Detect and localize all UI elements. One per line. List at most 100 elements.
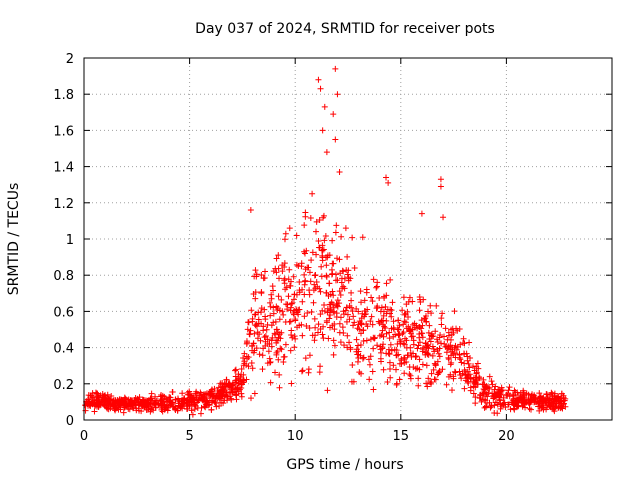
data-point <box>277 345 284 352</box>
data-point <box>458 375 465 382</box>
data-point <box>169 388 176 395</box>
data-point <box>306 352 313 359</box>
data-point <box>254 335 261 342</box>
data-point <box>108 393 115 400</box>
data-point <box>429 333 436 340</box>
data-point <box>345 267 352 274</box>
data-point <box>379 327 386 334</box>
data-point <box>350 322 357 329</box>
data-point <box>448 331 455 338</box>
data-point <box>287 283 294 290</box>
data-point <box>456 351 463 358</box>
data-point <box>320 323 327 330</box>
data-point <box>334 255 341 262</box>
y-axis-title: SRMTID / TECUs <box>6 183 22 296</box>
data-point <box>167 400 174 407</box>
data-point <box>479 381 486 388</box>
data-point <box>403 344 410 351</box>
data-point <box>430 345 437 352</box>
data-point <box>270 310 277 317</box>
data-point <box>245 354 252 361</box>
data-point <box>526 401 533 408</box>
data-point <box>186 402 193 409</box>
data-point <box>319 252 326 259</box>
data-point <box>502 404 509 411</box>
data-point <box>370 386 377 393</box>
data-point <box>280 311 287 318</box>
data-point <box>425 329 432 336</box>
y-tick-label: 0.8 <box>53 269 74 284</box>
data-point <box>281 263 288 270</box>
data-point <box>262 268 269 275</box>
data-point <box>401 354 408 361</box>
data-point <box>491 392 498 399</box>
data-point <box>449 387 456 394</box>
data-point <box>481 386 488 393</box>
data-point <box>350 313 357 320</box>
data-point <box>267 379 274 386</box>
data-point <box>367 318 374 325</box>
data-point <box>437 183 444 190</box>
data-points <box>82 65 569 418</box>
data-point <box>216 402 223 409</box>
data-point <box>401 370 408 377</box>
data-point <box>408 333 415 340</box>
data-point <box>330 308 337 315</box>
data-point <box>385 179 392 186</box>
data-point <box>340 268 347 275</box>
data-point <box>451 308 458 315</box>
data-point <box>393 347 400 354</box>
y-tick-label: 0.6 <box>53 305 74 320</box>
data-point <box>429 352 436 359</box>
data-point <box>336 300 343 307</box>
data-point <box>197 389 204 396</box>
data-point <box>390 324 397 331</box>
data-point <box>256 331 263 338</box>
data-point <box>353 346 360 353</box>
data-point <box>321 103 328 110</box>
data-point <box>317 288 324 295</box>
data-point <box>419 361 426 368</box>
data-point <box>313 278 320 285</box>
data-point <box>373 284 380 291</box>
data-point <box>198 404 205 411</box>
data-point <box>238 381 245 388</box>
data-point <box>315 238 322 245</box>
data-point <box>480 376 487 383</box>
data-point <box>403 325 410 332</box>
data-point <box>274 337 281 344</box>
data-point <box>436 353 443 360</box>
data-point <box>303 323 310 330</box>
data-point <box>247 207 254 214</box>
data-point <box>484 385 491 392</box>
data-point <box>280 353 287 360</box>
data-point <box>344 332 351 339</box>
data-point <box>393 366 400 373</box>
data-point <box>336 256 343 263</box>
data-point <box>323 262 330 269</box>
data-point <box>305 366 312 373</box>
data-point <box>378 349 385 356</box>
data-point <box>266 355 273 362</box>
data-point <box>406 328 413 335</box>
data-point <box>316 244 323 251</box>
data-point <box>359 234 366 241</box>
data-point <box>434 358 441 365</box>
data-point <box>275 252 282 259</box>
data-point <box>470 390 477 397</box>
data-point <box>111 401 118 408</box>
data-point <box>321 302 328 309</box>
axis-ticks: 00.20.40.60.811.21.41.61.820 5 10 15 20 <box>53 52 612 444</box>
data-point <box>331 321 338 328</box>
data-point <box>349 308 356 315</box>
data-point <box>295 262 302 269</box>
data-point <box>337 339 344 346</box>
data-point <box>315 76 322 83</box>
data-point <box>270 304 277 311</box>
data-point <box>337 270 344 277</box>
data-point <box>331 326 338 333</box>
data-point <box>309 249 316 256</box>
x-tick-label: 0 <box>80 429 88 444</box>
data-point <box>248 307 255 314</box>
y-tick-label: 1.8 <box>53 88 74 103</box>
